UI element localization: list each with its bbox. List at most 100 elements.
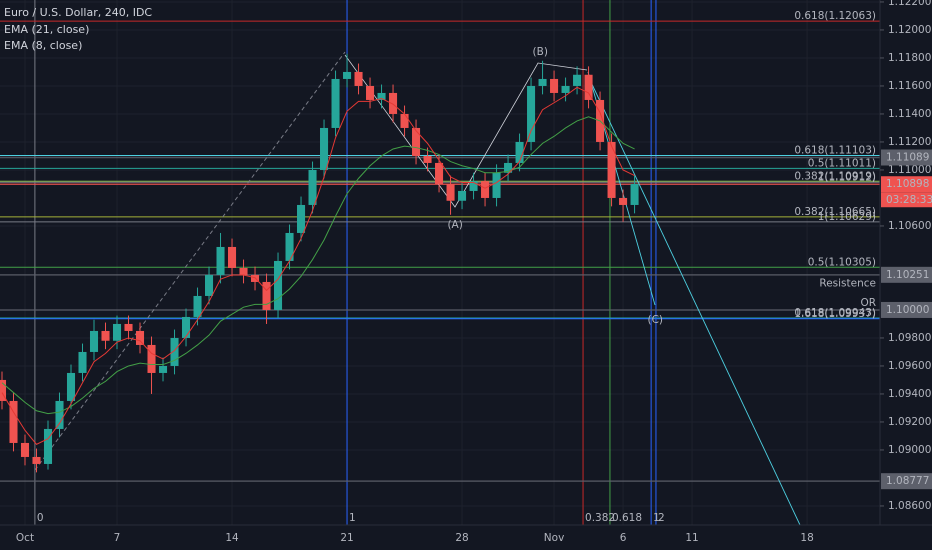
fib-label: 0.5(1.11011) bbox=[808, 157, 876, 169]
candle-body bbox=[573, 74, 582, 86]
candle-body bbox=[561, 85, 570, 93]
y-tick-label: 1.11800 bbox=[888, 52, 931, 64]
candle-body bbox=[458, 190, 467, 201]
candle-body bbox=[239, 267, 248, 275]
vertical-line-label: 2 bbox=[658, 512, 665, 524]
candle-body bbox=[262, 281, 271, 310]
candle-body bbox=[158, 365, 168, 373]
candle-body bbox=[366, 85, 375, 100]
price-tag bbox=[881, 266, 932, 283]
trendline bbox=[34, 51, 346, 471]
x-tick-label: 6 bbox=[620, 532, 627, 544]
candle-body bbox=[538, 78, 547, 86]
candle-body bbox=[331, 78, 340, 128]
x-tick-label: 18 bbox=[800, 532, 813, 544]
candle-body bbox=[320, 127, 329, 170]
vertical-line-label: 1 bbox=[349, 512, 356, 524]
candle-body bbox=[400, 113, 409, 128]
y-tick-label: 1.08600 bbox=[888, 500, 931, 512]
candle-body bbox=[412, 127, 421, 156]
fib-label: 1(1.10912) bbox=[818, 171, 876, 183]
candle-body bbox=[630, 183, 639, 205]
candle-body bbox=[550, 78, 559, 93]
y-tick-label: 1.09800 bbox=[888, 332, 931, 344]
y-tick-label: 1.11600 bbox=[888, 80, 931, 92]
price-tag-label: 1.10251 bbox=[886, 269, 929, 281]
ema-lines bbox=[1, 86, 635, 445]
annotation: Resistence bbox=[819, 277, 876, 289]
x-tick-label: 11 bbox=[685, 532, 698, 544]
y-tick-label: 1.11200 bbox=[888, 136, 931, 148]
candle-body bbox=[515, 141, 524, 163]
x-tick-label: 28 bbox=[455, 532, 468, 544]
candle-body bbox=[66, 372, 76, 401]
candle-body bbox=[423, 155, 432, 163]
y-tick-label: 1.11000 bbox=[888, 164, 931, 176]
candle-body bbox=[469, 181, 478, 191]
y-tick-label: 1.10600 bbox=[888, 220, 931, 232]
candle-body bbox=[343, 71, 352, 79]
candle-body bbox=[0, 379, 7, 401]
x-tick-label: 7 bbox=[114, 532, 121, 544]
candle-body bbox=[435, 162, 444, 184]
y-tick-label: 1.12200 bbox=[888, 0, 931, 8]
price-tag bbox=[881, 301, 932, 318]
candle-body bbox=[193, 295, 202, 317]
legend-entry: EMA (8, close) bbox=[4, 39, 82, 52]
candle-body bbox=[227, 246, 237, 268]
fib-label: 0.618(1.09943) bbox=[794, 307, 876, 319]
wave-label: (B) bbox=[533, 46, 548, 58]
candle-body bbox=[181, 316, 191, 338]
candle-body bbox=[204, 274, 214, 296]
candle-body bbox=[446, 183, 455, 201]
candle-body bbox=[20, 442, 30, 457]
countdown-box bbox=[881, 192, 932, 208]
fib-label: 0.618(1.12063) bbox=[794, 10, 876, 22]
candle-body bbox=[78, 351, 87, 373]
y-tick-label: 1.09200 bbox=[888, 416, 931, 428]
candle-body bbox=[170, 337, 179, 366]
price-tag-label: 1.08777 bbox=[886, 475, 929, 487]
candle-body bbox=[504, 162, 513, 173]
price-tag-label: 1.10000 bbox=[886, 304, 929, 316]
chart-title: Euro / U.S. Dollar, 240, IDC bbox=[4, 6, 152, 19]
candle-body bbox=[216, 246, 225, 275]
y-tick-label: 1.11400 bbox=[888, 108, 931, 120]
y-tick-label: 1.09400 bbox=[888, 388, 931, 400]
candle-body bbox=[481, 181, 490, 198]
y-tick-label: 1.09000 bbox=[888, 444, 931, 456]
ema-line bbox=[1, 86, 635, 445]
fib-label: 1.618(1.09937) bbox=[794, 308, 876, 320]
candle-body bbox=[147, 344, 156, 373]
candle-body bbox=[308, 169, 317, 205]
ema-line bbox=[1, 116, 635, 415]
y-tick-label: 1.09600 bbox=[888, 360, 931, 372]
candle-body bbox=[389, 92, 398, 114]
vertical-line-label: 0 bbox=[37, 512, 44, 524]
axes: 1.12200 1.12000 1.11800 1.11600 1.11400 1.112… bbox=[16, 0, 932, 544]
wave-label: (C) bbox=[648, 314, 664, 326]
annotation: OR bbox=[860, 297, 876, 309]
fib-label: 0.618(1.11103) bbox=[794, 145, 876, 157]
vertical-line-label: 1 bbox=[653, 512, 660, 524]
x-tick-label: 14 bbox=[225, 532, 239, 544]
fib-label: 0.382(1.10919) bbox=[794, 170, 876, 182]
fib-label: 0.5(1.10305) bbox=[808, 256, 876, 268]
trendlines bbox=[34, 51, 801, 525]
price-tag-label: 1.11089 bbox=[886, 152, 929, 164]
candle-body bbox=[101, 330, 110, 341]
candle-body bbox=[584, 74, 593, 100]
candle-body bbox=[354, 71, 363, 86]
fib-label: 0.382(1.10665) bbox=[794, 206, 876, 218]
candle-body bbox=[43, 428, 53, 464]
candle-body bbox=[297, 204, 306, 233]
grid bbox=[0, 0, 880, 525]
candle-body bbox=[32, 456, 41, 464]
candle-body bbox=[607, 141, 616, 198]
fib-label: 1(1.10629) bbox=[818, 211, 876, 223]
wave-label: (A) bbox=[447, 219, 462, 231]
countdown: 03:28:33 bbox=[886, 194, 932, 206]
candle-body bbox=[124, 323, 133, 331]
